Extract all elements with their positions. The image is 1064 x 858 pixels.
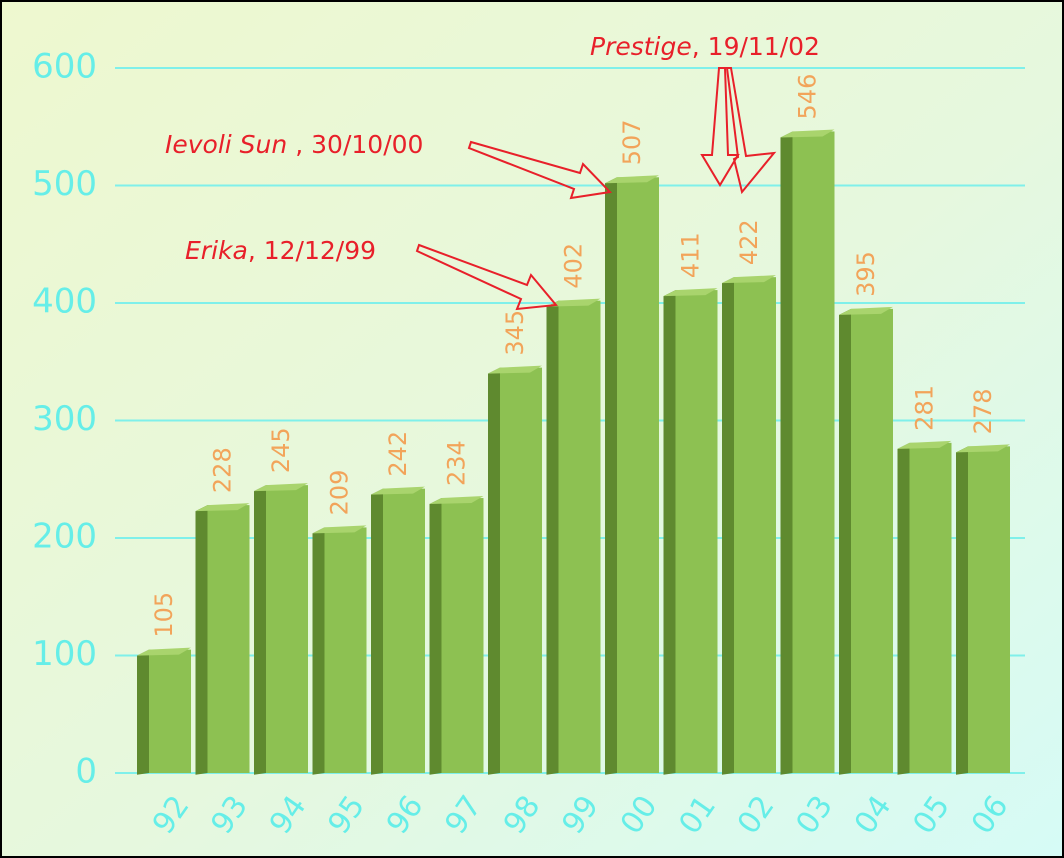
bar-side: [546, 300, 559, 775]
bar-top: [722, 275, 776, 284]
value-label: 278: [969, 389, 997, 435]
annotation: Prestige, 19/11/02: [590, 32, 820, 61]
y-tick-label: 400: [32, 282, 97, 322]
bar-side: [254, 485, 266, 775]
annotation: Erika, 12/12/99: [185, 236, 376, 265]
bar: [558, 300, 601, 773]
y-tick-label: 100: [32, 634, 97, 674]
arrow: [725, 67, 777, 195]
annotation-date: , 30/10/00: [295, 130, 423, 159]
value-label: 411: [677, 232, 705, 278]
y-tick-label: 300: [32, 399, 97, 439]
annotation-name: Prestige: [590, 32, 692, 61]
annotation-name: Ievoli Sun: [165, 130, 287, 159]
bar: [383, 488, 425, 773]
arrow: [700, 67, 740, 187]
value-label: 422: [735, 219, 763, 265]
bar-top: [488, 365, 542, 374]
bar-side: [137, 649, 149, 775]
bar-side: [663, 290, 676, 775]
arrow: [467, 140, 613, 200]
bar: [617, 177, 659, 773]
bar-top: [897, 440, 952, 449]
bar-top: [839, 306, 893, 315]
bar: [500, 367, 542, 773]
bar-top: [312, 525, 367, 534]
bar: [266, 485, 308, 773]
value-label: 245: [267, 427, 295, 473]
value-label: 105: [150, 592, 178, 638]
y-tick-label: 600: [32, 47, 97, 87]
value-label: 234: [443, 440, 471, 486]
annotation-date: , 12/12/99: [248, 236, 376, 265]
y-tick-label: 0: [75, 752, 97, 792]
value-label: 507: [618, 119, 646, 165]
bar-side: [956, 446, 968, 775]
bar: [675, 290, 718, 773]
bar-side: [488, 367, 500, 775]
bar-top: [195, 503, 250, 512]
bar: [734, 277, 776, 773]
bar-side: [722, 277, 734, 775]
bar-top: [956, 444, 1010, 453]
y-tick-label: 200: [32, 517, 97, 557]
bar: [851, 308, 893, 773]
bar-side: [897, 442, 910, 775]
bar-side: [371, 488, 383, 775]
bars: [137, 129, 1010, 775]
bar-top: [371, 486, 425, 495]
value-label: 209: [326, 470, 354, 516]
bar-top: [546, 298, 601, 307]
bar: [441, 498, 484, 773]
bar-top: [137, 647, 191, 656]
bar-top: [780, 129, 835, 138]
bar: [968, 446, 1010, 773]
bar: [324, 527, 367, 773]
bar-side: [605, 177, 617, 775]
bar-side: [780, 131, 793, 775]
value-label: 402: [560, 243, 588, 289]
bar: [207, 505, 250, 773]
bar-side: [195, 505, 208, 775]
bar-side: [312, 527, 325, 775]
annotation: Ievoli Sun , 30/10/00: [165, 130, 423, 159]
bar-side: [429, 498, 442, 775]
value-label: 395: [852, 251, 880, 297]
value-label: 228: [209, 447, 237, 493]
arrow: [415, 243, 558, 311]
bar: [909, 442, 952, 773]
value-label: 546: [794, 74, 822, 120]
value-label: 242: [384, 431, 412, 477]
bar-top: [429, 496, 484, 505]
value-label: 281: [911, 385, 939, 431]
bar-side: [839, 308, 851, 775]
bar: [792, 131, 835, 773]
annotation-date: , 19/11/02: [692, 32, 820, 61]
value-label: 345: [501, 310, 529, 356]
y-tick-label: 500: [32, 164, 97, 204]
bar-top: [605, 175, 659, 184]
bar-top: [254, 483, 308, 492]
bar: [149, 649, 191, 773]
annotations: Ievoli Sun , 30/10/00 Erika, 12/12/99 Pre…: [165, 32, 820, 311]
bar-top: [663, 288, 718, 297]
annotation-name: Erika: [185, 236, 248, 265]
